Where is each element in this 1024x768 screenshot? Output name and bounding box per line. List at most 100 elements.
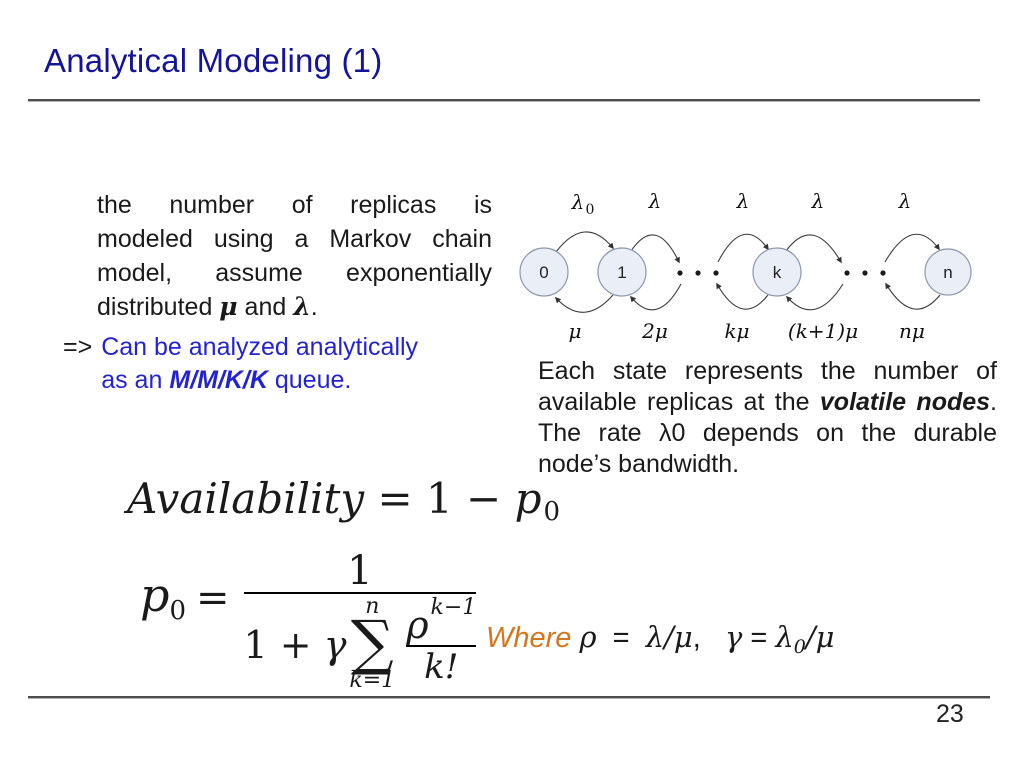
state-note-line-2-suffix: .: [990, 388, 997, 416]
ellipsis-dot: [862, 270, 868, 276]
lambda-symbol: λ: [293, 292, 311, 321]
volatile-nodes-emphasis: volatile nodes: [819, 388, 991, 416]
p0-fraction: 1 1 + γ n ∑ k=1 ρ k−1 k!: [243, 548, 477, 693]
availability-formula: Availability = 1 − p0: [127, 474, 560, 527]
where-lambda-sub: 0: [793, 636, 806, 658]
where-lambda: λ: [775, 620, 794, 654]
intro-line-3: model, assume exponentially: [97, 259, 492, 287]
conclusion-text: Can be analyzed analytically as an M/M/K…: [101, 331, 418, 397]
rho-exponent: k−1: [430, 595, 477, 620]
where-rho: ρ: [579, 620, 597, 654]
state-note-line-4: node’s bandwidth.: [538, 450, 740, 478]
intro-line-4-text: distributed: [97, 293, 220, 321]
ellipsis-dot: [713, 270, 719, 276]
conclusion-line-1: Can be analyzed analytically: [101, 333, 419, 361]
inner-fraction-bar: [406, 645, 477, 647]
p0-formula: p0 = 1 1 + γ n ∑ k=1 ρ k−1 k!: [140, 548, 477, 693]
intro-line-4: distributed μ and λ.: [97, 290, 492, 324]
arc-mu-backward-3: [716, 282, 769, 310]
arc-mu-backward-5: [885, 282, 941, 310]
state-label-k: k: [773, 263, 782, 282]
where-clause: Where ρ = λ/μ, γ = λ0/μ: [486, 620, 835, 658]
arc-lambda-forward-2: [717, 233, 769, 263]
availability-p-sub: 0: [543, 497, 561, 527]
p0-lhs: p0 =: [140, 568, 244, 626]
rate-label-kmu: kμ: [724, 319, 749, 343]
state-note-line-3: The rate λ0 depends on the durable: [538, 419, 997, 447]
queue-model-name: M/M/K/K: [169, 366, 268, 394]
arc-mu-backward-2: [630, 283, 682, 311]
rate-label-lambda-3: λ: [811, 189, 825, 213]
rate-label-mu: μ: [569, 319, 582, 343]
intro-line-2: modeled using a Markov chain: [97, 225, 492, 253]
implies-arrow: =>: [63, 333, 93, 361]
availability-word: Availability: [127, 474, 365, 523]
rate-label-lambda-4: λ: [898, 189, 912, 213]
p0-numerator: 1: [347, 548, 373, 594]
den-prefix: 1 +: [243, 623, 324, 667]
slide-title: Analytical Modeling (1): [44, 42, 383, 79]
state-label-0: 0: [539, 263, 548, 282]
rate-label-lambda0: λ: [571, 190, 585, 214]
conclusion-block: => Can be analyzed analytically as an M/…: [63, 331, 418, 397]
intro-line-4-and: and: [237, 293, 294, 321]
availability-p: p: [514, 474, 542, 523]
summation: n ∑ k=1: [349, 594, 396, 693]
ellipsis-dot: [677, 270, 683, 276]
rate-label-lambda-2: λ: [736, 189, 750, 213]
state-note-line-2: available replicas at the volatile nodes…: [538, 387, 997, 418]
footer-divider: [28, 696, 990, 699]
markov-chain-diagram: 0 1 k n λ 0 λ λ λ λ μ 2μ kμ (k+1)μ nμ: [519, 189, 972, 343]
state-label-n: n: [943, 263, 952, 282]
inner-numerator: ρ k−1: [406, 595, 476, 647]
sum-upper-limit: n: [365, 594, 380, 619]
inner-denominator: k!: [424, 647, 459, 687]
p0-p: p: [140, 568, 170, 622]
intro-line-4-period: .: [310, 293, 318, 321]
where-eq1: =: [596, 622, 646, 654]
inner-fraction: ρ k−1 k!: [406, 595, 477, 687]
title-divider: [28, 99, 980, 102]
state-note-line-2-prefix: available replicas at the: [538, 388, 820, 416]
rate-label-lambda-1: λ: [648, 189, 662, 213]
gamma-symbol: γ: [323, 623, 347, 667]
where-frac2: /μ: [805, 620, 835, 654]
arc-lambda0-forward: [555, 231, 614, 253]
state-label-1: 1: [617, 263, 626, 282]
state-note-line-1: Each state represents the number of: [538, 357, 997, 385]
p0-denominator: 1 + γ n ∑ k=1 ρ k−1 k!: [244, 594, 477, 693]
where-frac1: λ/μ: [645, 620, 693, 654]
intro-paragraph: the number of replicas is modeled using …: [97, 188, 492, 324]
ellipsis-dot: [844, 270, 850, 276]
state-circle-1: [597, 247, 647, 297]
fraction-bar: [243, 592, 477, 594]
ellipsis-dot: [695, 270, 701, 276]
sum-lower-limit: k=1: [349, 668, 396, 693]
ellipsis-dot: [880, 270, 886, 276]
arc-mu-backward-4: [785, 283, 844, 311]
availability-equals: = 1 −: [364, 474, 515, 523]
conclusion-line-2-prefix: as an: [101, 366, 170, 394]
sigma-symbol: ∑: [350, 608, 394, 678]
arc-lambda-forward-1: [630, 234, 680, 264]
rate-label-lambda0-sub: 0: [586, 202, 595, 218]
rate-label-2mu: 2μ: [641, 319, 668, 343]
state-circle-k: [752, 247, 802, 297]
arc-lambda-forward-4: [884, 233, 940, 263]
where-eq2: =: [742, 622, 776, 654]
conclusion-line-2: as an M/M/K/K queue.: [101, 364, 418, 397]
intro-line-1: the number of replicas is: [97, 191, 492, 219]
state-circle-0: [519, 247, 569, 297]
mu-symbol: μ: [219, 292, 238, 321]
where-keyword: Where: [486, 622, 580, 654]
page-number: 23: [936, 700, 964, 728]
rho-symbol: ρ: [406, 603, 429, 647]
arc-lambda-forward-3: [785, 234, 842, 264]
rate-label-k1mu: (k+1)μ: [788, 319, 858, 343]
arc-mu-backward-1: [554, 294, 614, 313]
state-note-paragraph: Each state represents the number of avai…: [538, 356, 997, 480]
conclusion-line-2-suffix: queue.: [267, 366, 352, 394]
where-gamma: γ: [724, 620, 743, 654]
p0-sub: 0: [169, 596, 186, 626]
